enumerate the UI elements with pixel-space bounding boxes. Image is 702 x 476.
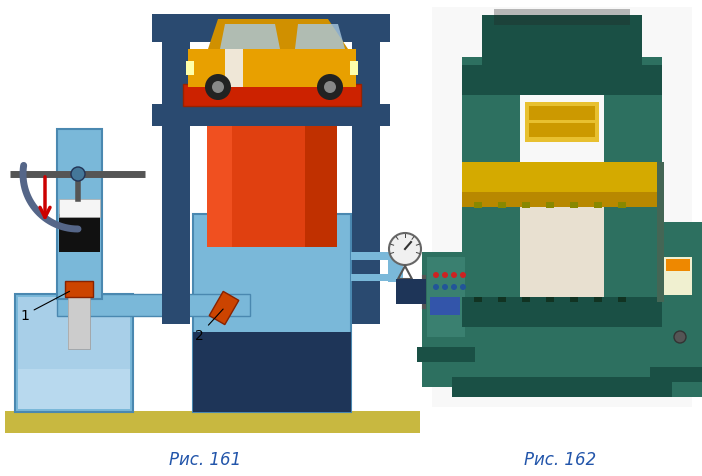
Bar [474,203,482,208]
Bar [152,105,390,127]
Bar [462,193,662,208]
Bar [654,223,702,397]
Circle shape [324,82,336,94]
Bar [15,294,133,412]
Circle shape [442,284,448,290]
Bar [604,58,662,367]
Bar [432,8,692,407]
Bar [570,298,578,302]
Bar [186,62,194,76]
Text: Рис. 161: Рис. 161 [169,450,241,468]
Bar [396,279,426,304]
Bar [152,15,390,43]
Circle shape [205,75,231,101]
Bar [529,124,595,138]
Bar [68,294,90,349]
Bar [193,332,351,412]
Bar [657,163,664,302]
Bar [193,215,351,412]
Polygon shape [295,25,345,50]
Bar [650,367,702,382]
Text: Рис. 162: Рис. 162 [524,450,596,468]
Bar [427,258,465,337]
Bar [462,66,662,96]
Bar [525,103,599,143]
Bar [540,168,584,203]
Bar [522,298,530,302]
Bar [462,327,662,397]
Bar [352,15,380,324]
Bar [666,259,690,271]
Bar [546,298,554,302]
Bar [305,103,337,248]
Circle shape [212,82,224,94]
Polygon shape [220,25,280,50]
Bar [68,294,90,349]
Bar [57,130,102,299]
Bar [618,203,626,208]
Bar [474,298,482,302]
Circle shape [460,284,466,290]
Circle shape [460,272,466,278]
Text: 1: 1 [20,292,69,322]
Circle shape [433,284,439,290]
Polygon shape [208,20,348,50]
Bar [65,281,93,298]
Bar [520,206,604,298]
Circle shape [451,272,457,278]
Bar [388,252,396,282]
Bar [162,15,190,324]
Bar [59,199,100,218]
Bar [417,347,475,362]
Bar [498,298,506,302]
Bar [570,203,578,208]
Bar [594,298,602,302]
Bar [350,62,358,76]
Bar [18,369,130,409]
Bar [546,203,554,208]
Circle shape [389,234,421,266]
Bar [462,298,662,327]
Bar [207,103,337,248]
Bar [183,85,361,107]
Circle shape [317,75,343,101]
Bar [59,215,100,252]
Bar [5,411,420,433]
Bar [618,298,626,302]
Bar [430,298,460,315]
Bar [522,203,530,208]
Bar [529,107,595,121]
Bar [57,294,250,317]
Bar [225,50,243,88]
Text: 2: 2 [195,309,223,342]
Bar [422,252,470,387]
Bar [452,377,672,397]
Bar [462,58,520,367]
Bar [594,203,602,208]
Bar [482,16,642,71]
Circle shape [442,272,448,278]
Bar [494,10,630,26]
Bar [188,50,356,88]
Circle shape [71,168,85,182]
Bar [351,252,396,260]
Bar [664,258,692,296]
Circle shape [674,331,686,343]
Bar [209,292,239,325]
Circle shape [433,272,439,278]
Bar [351,275,399,281]
Circle shape [451,284,457,290]
Bar [462,163,662,208]
Bar [498,203,506,208]
Bar [207,103,232,248]
Bar [395,259,403,281]
Bar [18,298,130,409]
